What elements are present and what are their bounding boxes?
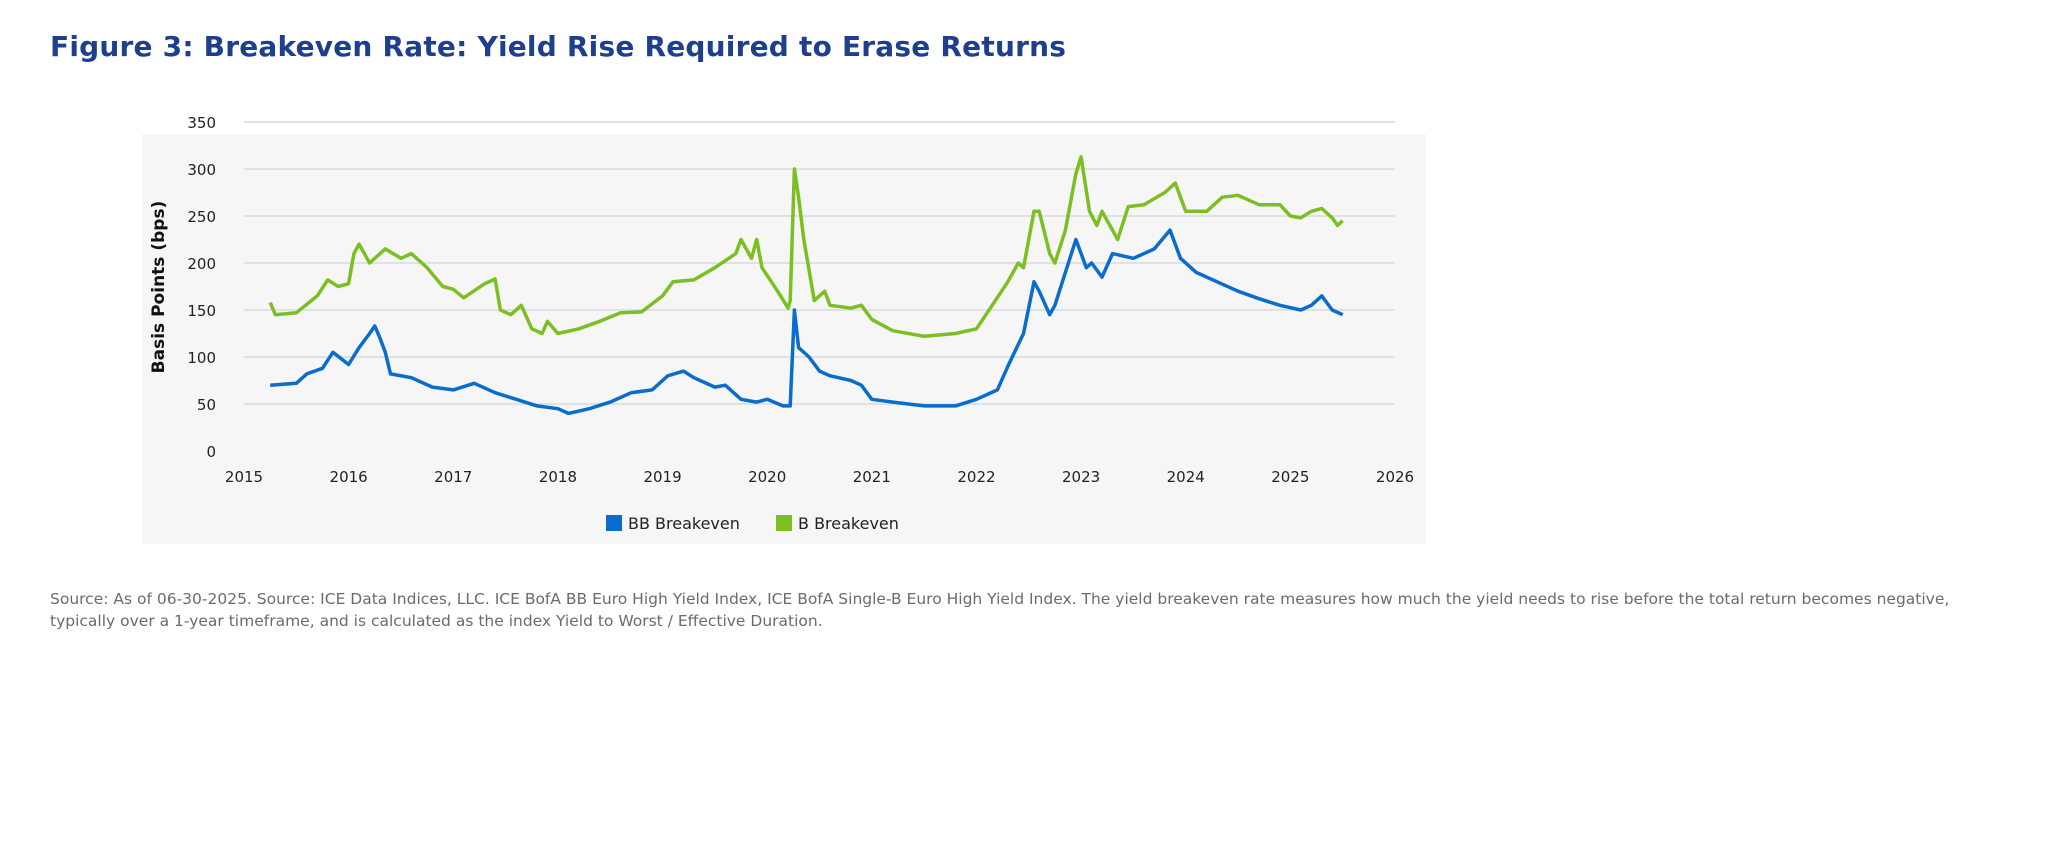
chart-panel: [142, 134, 1426, 544]
series-line-bb: [270, 228, 1344, 416]
y-tick-label: 50: [197, 396, 216, 414]
x-tick-label: 2022: [957, 468, 995, 486]
x-tick-label: 2021: [853, 468, 891, 486]
source-footnote: Source: As of 06-30-2025. Source: ICE Da…: [50, 590, 1950, 630]
x-tick-label: 2025: [1271, 468, 1309, 486]
x-tick-label: 2017: [434, 468, 472, 486]
series-line-b: [268, 155, 1344, 339]
x-tick-label: 2018: [539, 468, 577, 486]
y-tick-label: 100: [187, 349, 216, 367]
y-tick-label: 150: [187, 302, 216, 320]
y-tick-label: 250: [187, 208, 216, 226]
x-tick-label: 2020: [748, 468, 786, 486]
legend-label: BB Breakeven: [628, 514, 740, 533]
y-tick-label: 0: [206, 443, 216, 461]
y-tick-label: 200: [187, 255, 216, 273]
figure-title: Figure 3: Breakeven Rate: Yield Rise Req…: [50, 30, 1067, 63]
x-tick-label: 2019: [643, 468, 681, 486]
x-tick-label: 2016: [330, 468, 368, 486]
y-tick-label: 300: [187, 161, 216, 179]
x-tick-label: 2026: [1376, 468, 1414, 486]
x-tick-label: 2024: [1167, 468, 1205, 486]
legend-label: B Breakeven: [798, 514, 899, 533]
legend-swatch: [776, 515, 792, 531]
x-tick-label: 2015: [225, 468, 263, 486]
y-axis-label: Basis Points (bps): [149, 201, 169, 374]
x-tick-label: 2023: [1062, 468, 1100, 486]
legend-swatch: [606, 515, 622, 531]
y-tick-label: 350: [187, 114, 216, 132]
